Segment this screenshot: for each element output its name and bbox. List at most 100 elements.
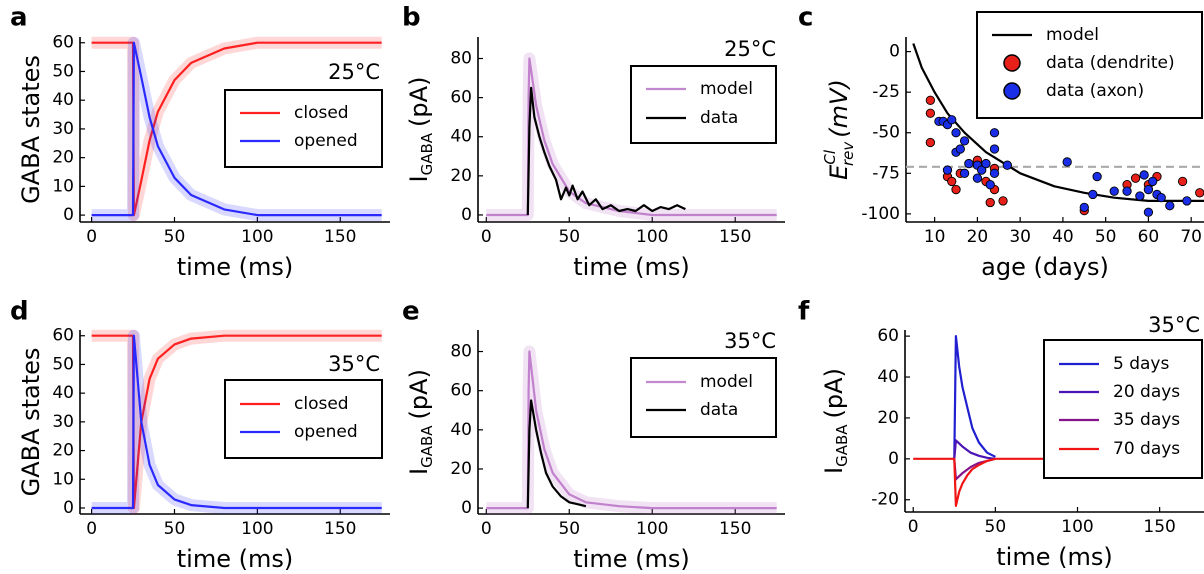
data-point — [1002, 160, 1012, 170]
label-unit: (pA) — [405, 77, 433, 127]
legend-swatch — [1003, 54, 1021, 72]
annotation: 35°C — [724, 329, 776, 353]
y-tick-label: 30 — [52, 412, 74, 432]
x-tick-label: 20 — [967, 227, 989, 247]
panel: c 10 20 30 40 50 60 70 0 -25 -50 -75 -100 age (days) E… — [798, 3, 1204, 281]
x-tick-label: 0 — [481, 519, 492, 539]
y-axis-label: IGABA (pA) — [405, 369, 436, 475]
data-point — [1182, 196, 1192, 206]
panel: a 25°C 0 50 100 150 0 10 20 30 40 50 60 time (ms) GABA… — [10, 3, 390, 281]
data-point — [989, 128, 1000, 138]
x-tick-label: 70 — [1180, 227, 1202, 247]
legend-label: data (axon) — [1046, 81, 1144, 101]
data-point — [942, 165, 953, 175]
annotation: 35°C — [1148, 313, 1200, 337]
data-point — [1062, 157, 1072, 167]
line — [913, 457, 1201, 507]
y-tick-label: 0 — [461, 498, 472, 518]
y-tick-label: -20 — [871, 490, 899, 510]
y-axis-label: IGABA (pA) — [405, 77, 436, 183]
x-tick-label: 50 — [164, 227, 186, 247]
x-tick-label: 100 — [636, 227, 668, 247]
label-sub: GABA — [418, 425, 436, 468]
panel: d 35°C 0 50 100 150 0 10 20 30 40 50 60 time (ms) GABA… — [10, 297, 390, 573]
y-tick-label: 50 — [52, 354, 74, 374]
data-point — [955, 144, 965, 154]
legend-label: 5 days — [1113, 354, 1169, 374]
y-tick-label: 40 — [52, 90, 74, 110]
data-point — [1156, 193, 1166, 203]
data-point — [959, 136, 970, 146]
x-tick-label: 40 — [1052, 227, 1074, 247]
x-tick-label: 150 — [719, 519, 751, 539]
data-point — [1122, 186, 1132, 196]
label-base: I — [405, 175, 433, 182]
label-sup: Cl — [821, 149, 839, 164]
x-axis-label: age (days) — [981, 253, 1109, 281]
panel-label: d — [10, 297, 29, 327]
y-tick-label: 20 — [877, 408, 899, 428]
data-point — [1079, 202, 1089, 213]
legend-swatch — [1003, 82, 1021, 100]
x-tick-label: 50 — [558, 519, 580, 539]
y-tick-label: 20 — [52, 441, 74, 461]
data-point — [947, 115, 957, 125]
x-tick-label: 100 — [636, 519, 668, 539]
y-axis-label: IGABA (pA) — [820, 368, 851, 474]
annotation: 25°C — [724, 37, 776, 61]
data-point — [959, 168, 970, 178]
y-tick-label: -50 — [872, 123, 900, 143]
y-tick-label: 10 — [52, 469, 74, 489]
legend-label: model — [700, 372, 753, 392]
label-unit: (mV) — [825, 79, 853, 138]
x-tick-label: 150 — [324, 519, 356, 539]
y-tick-label: 40 — [450, 127, 472, 147]
line — [912, 43, 1204, 202]
x-axis-label: time (ms) — [573, 253, 689, 281]
legend-label: closed — [294, 103, 349, 123]
x-tick-label: 30 — [1009, 227, 1031, 247]
panel-label: b — [402, 3, 421, 33]
panel-label: f — [798, 297, 810, 327]
annotation: 25°C — [328, 60, 380, 84]
y-tick-label: 40 — [450, 420, 472, 440]
legend-box — [630, 357, 777, 438]
y-tick-label: 0 — [461, 205, 472, 225]
data-point — [1135, 191, 1145, 201]
data-point — [1195, 188, 1204, 198]
y-tick-label: 0 — [888, 449, 899, 469]
legend-label: opened — [294, 422, 358, 442]
legend-label: opened — [294, 131, 358, 151]
annotation: 35°C — [328, 352, 380, 376]
label-base: I — [820, 467, 848, 474]
x-tick-label: 0 — [908, 517, 919, 537]
legend-label: model — [1046, 25, 1099, 45]
data-point — [1088, 189, 1098, 200]
legend-box — [224, 379, 383, 459]
y-tick-label: 40 — [52, 383, 74, 403]
line — [91, 41, 382, 217]
x-tick-label: 50 — [558, 227, 580, 247]
y-axis-label: GABA states — [17, 55, 45, 204]
legend-label: data — [700, 108, 738, 128]
legend-label: data (dendrite) — [1046, 53, 1175, 73]
x-axis-label: time (ms) — [573, 545, 689, 573]
data-point — [1143, 207, 1154, 217]
data-point — [972, 173, 983, 183]
legend-box — [630, 65, 777, 144]
y-tick-label: 20 — [52, 148, 74, 168]
data-point — [925, 95, 936, 105]
legend-label: data — [700, 400, 738, 420]
x-tick-label: 0 — [86, 227, 97, 247]
x-tick-label: 50 — [985, 517, 1007, 537]
data-point — [1143, 184, 1154, 195]
y-tick-label: 0 — [63, 205, 74, 225]
y-tick-label: 30 — [52, 119, 74, 139]
line — [526, 86, 686, 216]
legend-label: 35 days — [1113, 410, 1180, 430]
data-point — [1177, 176, 1188, 187]
x-tick-label: 150 — [719, 227, 751, 247]
panel-label: a — [10, 3, 28, 33]
x-axis-label: time (ms) — [996, 543, 1112, 571]
y-tick-label: -75 — [872, 163, 900, 183]
